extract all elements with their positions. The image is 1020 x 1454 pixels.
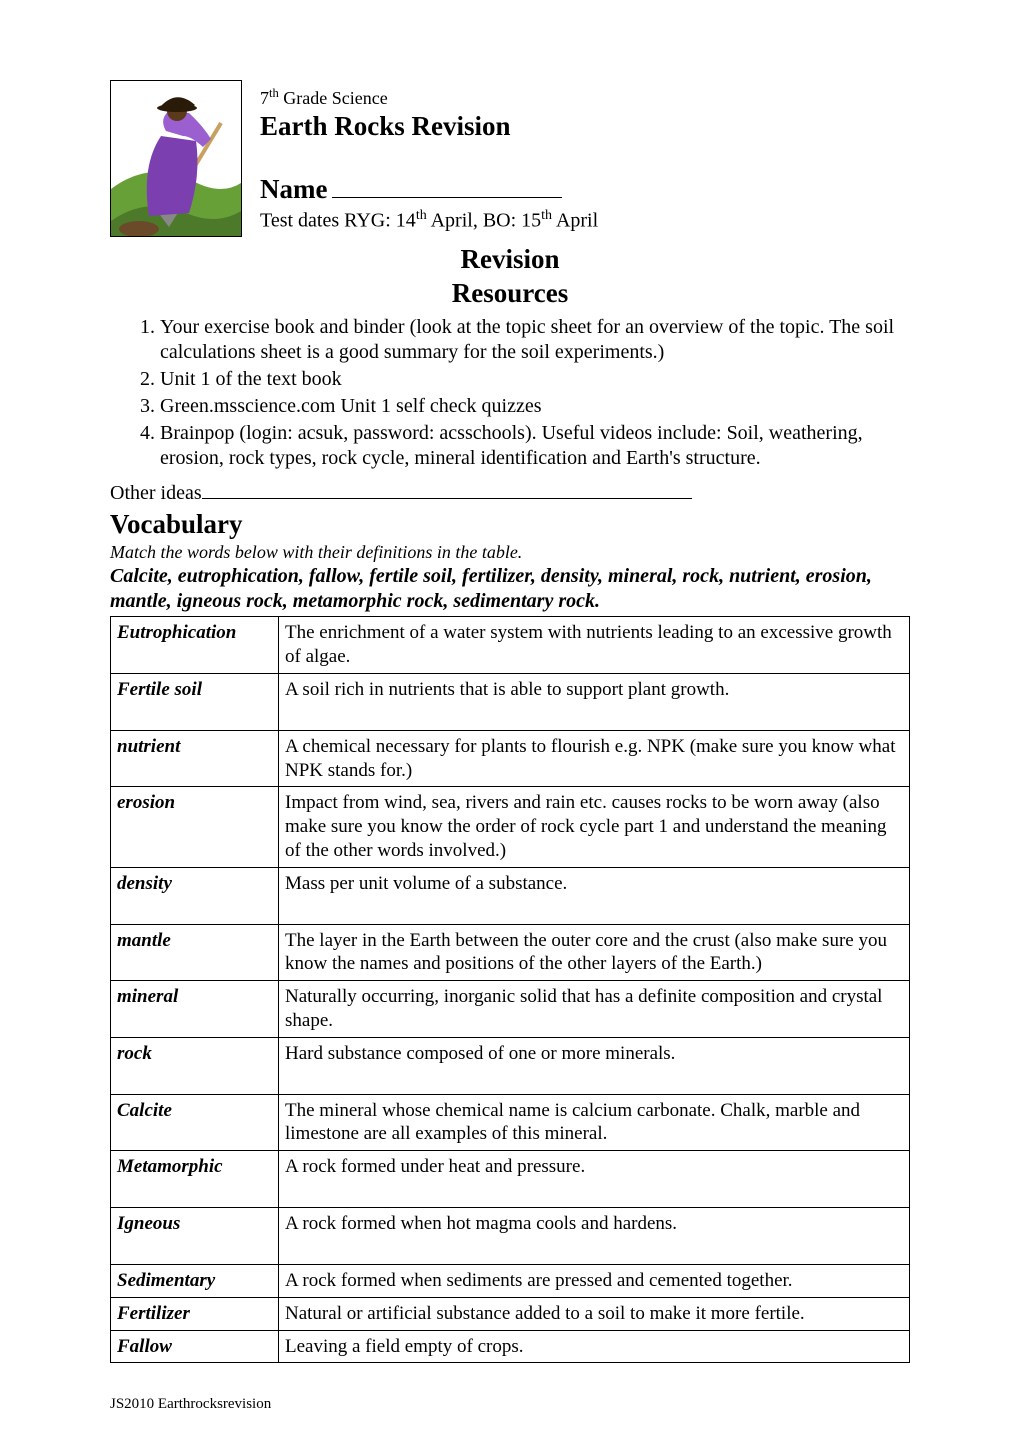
resources-list: Your exercise book and binder (look at t… (110, 315, 910, 471)
vocab-definition: The layer in the Earth between the outer… (279, 924, 910, 981)
table-row: EutrophicationThe enrichment of a water … (111, 616, 910, 673)
vocab-term: Igneous (111, 1208, 279, 1265)
table-row: MetamorphicA rock formed under heat and … (111, 1151, 910, 1208)
dates-end: April (552, 210, 598, 232)
grade-after: Grade Science (279, 88, 388, 108)
vocab-term: Eutrophication (111, 616, 279, 673)
vocab-word-list: Calcite, eutrophication, fallow, fertile… (110, 564, 910, 614)
name-input-blank[interactable] (332, 197, 562, 198)
dates-prefix: Test dates RYG: 14 (260, 210, 416, 232)
vocab-tbody: EutrophicationThe enrichment of a water … (111, 616, 910, 1363)
vocab-definition: The mineral whose chemical name is calci… (279, 1094, 910, 1151)
revision-heading: Revision (110, 243, 910, 277)
vocab-definition: Natural or artificial substance added to… (279, 1297, 910, 1330)
vocab-term: Fallow (111, 1330, 279, 1363)
resource-item: Brainpop (login: acsuk, password: acssch… (160, 421, 910, 471)
dates-mid: April, BO: 15 (427, 210, 541, 232)
resources-heading: Resources (110, 277, 910, 311)
vocab-term: rock (111, 1037, 279, 1094)
table-row: Fertile soil A soil rich in nutrients th… (111, 673, 910, 730)
header-row: 7th Grade Science Earth Rocks Revision N… (110, 80, 910, 237)
table-row: rockHard substance composed of one or mo… (111, 1037, 910, 1094)
vocab-definition: A rock formed when hot magma cools and h… (279, 1208, 910, 1265)
table-row: nutrientA chemical necessary for plants … (111, 730, 910, 787)
table-row: erosionImpact from wind, sea, rivers and… (111, 787, 910, 867)
test-dates: Test dates RYG: 14th April, BO: 15th Apr… (260, 207, 910, 234)
grade-suffix: th (269, 86, 279, 100)
vocabulary-heading: Vocabulary (110, 508, 910, 542)
clipart-gardener (110, 80, 242, 237)
dates-sup2: th (541, 208, 552, 223)
vocab-definition: A chemical necessary for plants to flour… (279, 730, 910, 787)
table-row: mineralNaturally occurring, inorganic so… (111, 981, 910, 1038)
vocab-definition: Impact from wind, sea, rivers and rain e… (279, 787, 910, 867)
page-footer: JS2010 Earthrocksrevision (110, 1395, 910, 1414)
table-row: CalciteThe mineral whose chemical name i… (111, 1094, 910, 1151)
other-ideas-row: Other ideas (110, 481, 910, 506)
vocab-term: density (111, 867, 279, 924)
other-ideas-blank[interactable] (202, 498, 692, 499)
vocab-term: Calcite (111, 1094, 279, 1151)
vocab-definition: Leaving a field empty of crops. (279, 1330, 910, 1363)
vocab-definition: Hard substance composed of one or more m… (279, 1037, 910, 1094)
vocab-term: Sedimentary (111, 1265, 279, 1298)
vocab-term: mantle (111, 924, 279, 981)
table-row: mantleThe layer in the Earth between the… (111, 924, 910, 981)
table-row: FallowLeaving a field empty of crops. (111, 1330, 910, 1363)
vocab-term: nutrient (111, 730, 279, 787)
name-line: Name (260, 173, 910, 207)
vocab-term: erosion (111, 787, 279, 867)
vocab-definition: The enrichment of a water system with nu… (279, 616, 910, 673)
grade-number: 7 (260, 88, 269, 108)
table-row: densityMass per unit volume of a substan… (111, 867, 910, 924)
gardener-icon (111, 81, 241, 236)
resource-item: Your exercise book and binder (look at t… (160, 315, 910, 365)
resource-item: Green.msscience.com Unit 1 self check qu… (160, 394, 910, 419)
vocab-instruction: Match the words below with their definit… (110, 541, 910, 564)
grade-line: 7th Grade Science (260, 86, 910, 110)
name-label: Name (260, 174, 327, 204)
dates-sup1: th (416, 208, 427, 223)
header-text: 7th Grade Science Earth Rocks Revision N… (260, 80, 910, 234)
table-row: SedimentaryA rock formed when sediments … (111, 1265, 910, 1298)
vocab-term: mineral (111, 981, 279, 1038)
vocab-table: EutrophicationThe enrichment of a water … (110, 616, 910, 1364)
vocab-definition: A rock formed when sediments are pressed… (279, 1265, 910, 1298)
vocab-definition: Naturally occurring, inorganic solid tha… (279, 981, 910, 1038)
vocab-term: Metamorphic (111, 1151, 279, 1208)
vocab-term: Fertilizer (111, 1297, 279, 1330)
vocab-term: Fertile soil (111, 673, 279, 730)
resource-item: Unit 1 of the text book (160, 367, 910, 392)
vocab-definition: A rock formed under heat and pressure. (279, 1151, 910, 1208)
other-ideas-label: Other ideas (110, 482, 202, 504)
table-row: IgneousA rock formed when hot magma cool… (111, 1208, 910, 1265)
vocab-definition: A soil rich in nutrients that is able to… (279, 673, 910, 730)
page-title: Earth Rocks Revision (260, 110, 910, 144)
table-row: FertilizerNatural or artificial substanc… (111, 1297, 910, 1330)
vocab-definition: Mass per unit volume of a substance. (279, 867, 910, 924)
